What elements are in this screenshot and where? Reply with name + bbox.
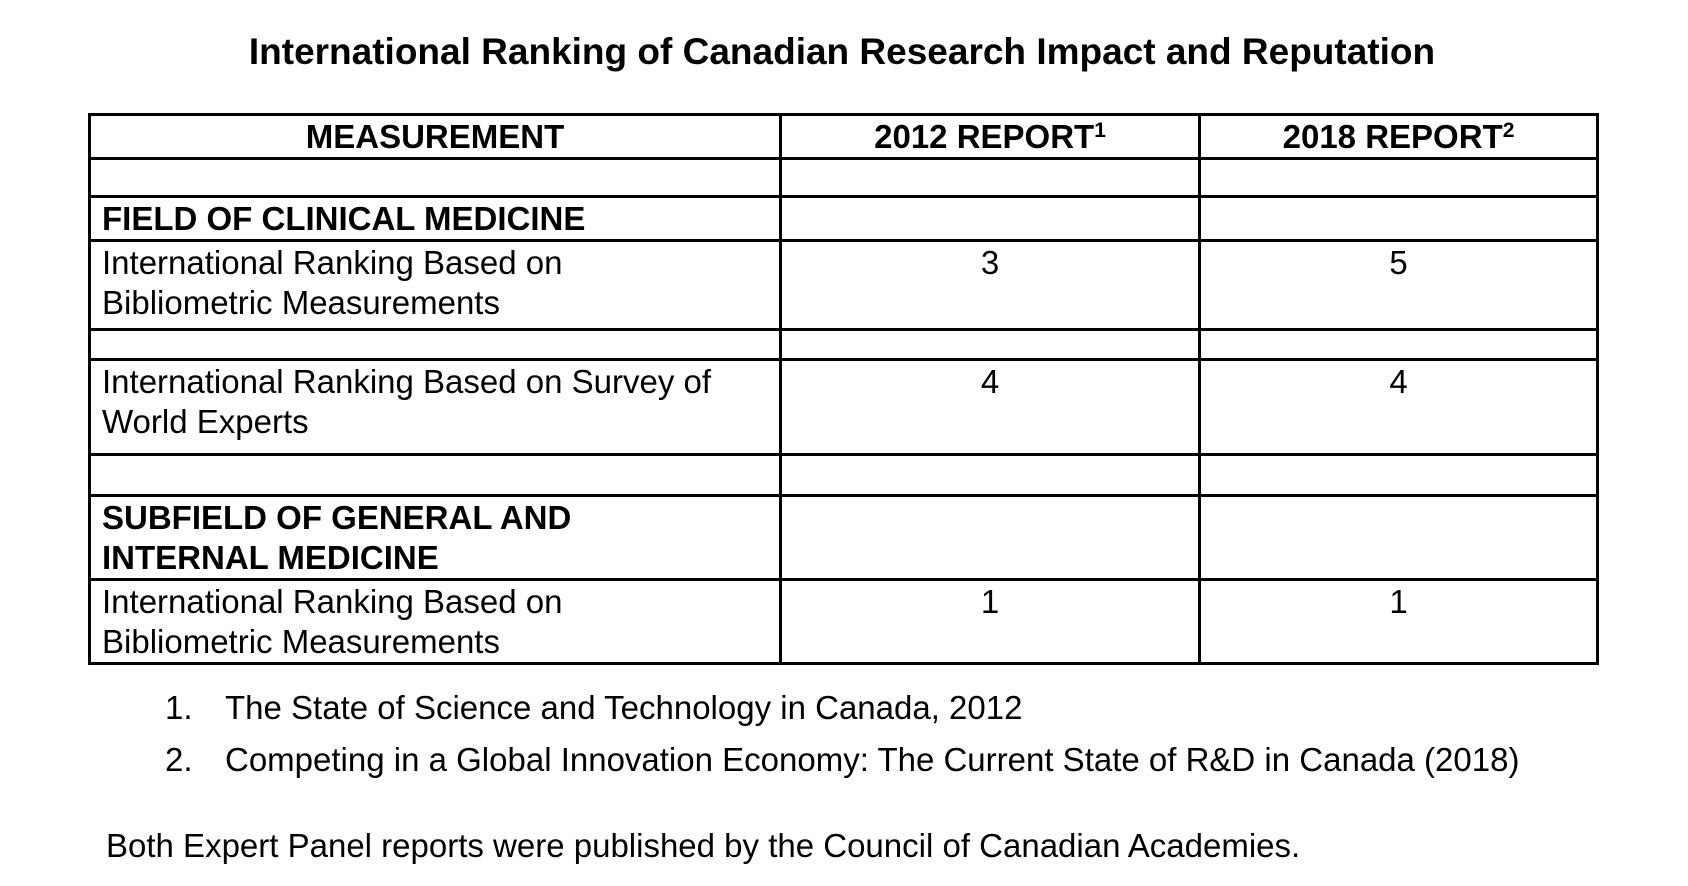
- value-2018: 1: [1198, 578, 1599, 665]
- footnote-number: 1.: [165, 689, 193, 726]
- ranking-table: MEASUREMENT 2012 REPORT1 2018 REPORT2 FI…: [88, 113, 1599, 665]
- closing-note: Both Expert Panel reports were published…: [106, 827, 1301, 864]
- table-row: International Ranking Based on Survey of…: [88, 358, 1599, 456]
- footnote-item-2: 2. Competing in a Global Innovation Econ…: [165, 740, 1519, 780]
- table-row: International Ranking Based on Bibliomet…: [88, 239, 1599, 331]
- column-header-measurement: MEASUREMENT: [88, 113, 782, 160]
- empty-cell: [1198, 328, 1599, 361]
- footnote-text: The State of Science and Technology in C…: [225, 689, 1023, 726]
- column-header-2018-report-label: 2018 REPORT: [1282, 118, 1503, 155]
- column-header-2012-report: 2012 REPORT1: [779, 113, 1201, 160]
- empty-cell: [88, 328, 782, 361]
- spacer-row: [88, 453, 1599, 497]
- column-header-2012-report-label: 2012 REPORT: [874, 118, 1095, 155]
- measurement-label: International Ranking Based on Bibliomet…: [88, 239, 782, 331]
- footnote-number: 2.: [165, 741, 193, 778]
- empty-cell: [1198, 494, 1599, 581]
- section-heading: SUBFIELD OF GENERAL AND INTERNAL MEDICIN…: [88, 494, 782, 581]
- footnote-marker-1: 1: [1094, 119, 1106, 142]
- value-2012: 4: [779, 358, 1201, 456]
- empty-cell: [1198, 453, 1599, 497]
- page-title: International Ranking of Canadian Resear…: [248, 31, 1436, 72]
- empty-cell: [779, 328, 1201, 361]
- section-row-subfield-general-internal-medicine: SUBFIELD OF GENERAL AND INTERNAL MEDICIN…: [88, 494, 1599, 581]
- empty-cell: [88, 157, 782, 198]
- empty-cell: [779, 195, 1201, 242]
- footnote-list: 1. The State of Science and Technology i…: [165, 688, 1519, 792]
- value-2012: 3: [779, 239, 1201, 331]
- spacer-row: [88, 157, 1599, 198]
- footnote-marker-2: 2: [1502, 119, 1515, 142]
- footnote-text: Competing in a Global Innovation Economy…: [225, 741, 1520, 778]
- value-2018: 4: [1198, 358, 1599, 456]
- table-row: International Ranking Based on Bibliomet…: [88, 578, 1599, 665]
- empty-cell: [779, 494, 1201, 581]
- value-2018: 5: [1198, 239, 1599, 331]
- footnote-item-1: 1. The State of Science and Technology i…: [165, 688, 1519, 728]
- empty-cell: [88, 453, 782, 497]
- column-header-2018-report: 2018 REPORT2: [1198, 113, 1599, 160]
- value-2012: 1: [779, 578, 1201, 665]
- measurement-label: International Ranking Based on Bibliomet…: [88, 578, 782, 665]
- empty-cell: [779, 157, 1201, 198]
- spacer-row: [88, 328, 1599, 361]
- measurement-label: International Ranking Based on Survey of…: [88, 358, 782, 456]
- empty-cell: [1198, 195, 1599, 242]
- empty-cell: [1198, 157, 1599, 198]
- table-header-row: MEASUREMENT 2012 REPORT1 2018 REPORT2: [88, 113, 1599, 160]
- section-row-field-clinical-medicine: FIELD OF CLINICAL MEDICINE: [88, 195, 1599, 242]
- section-heading: FIELD OF CLINICAL MEDICINE: [88, 195, 782, 242]
- empty-cell: [779, 453, 1201, 497]
